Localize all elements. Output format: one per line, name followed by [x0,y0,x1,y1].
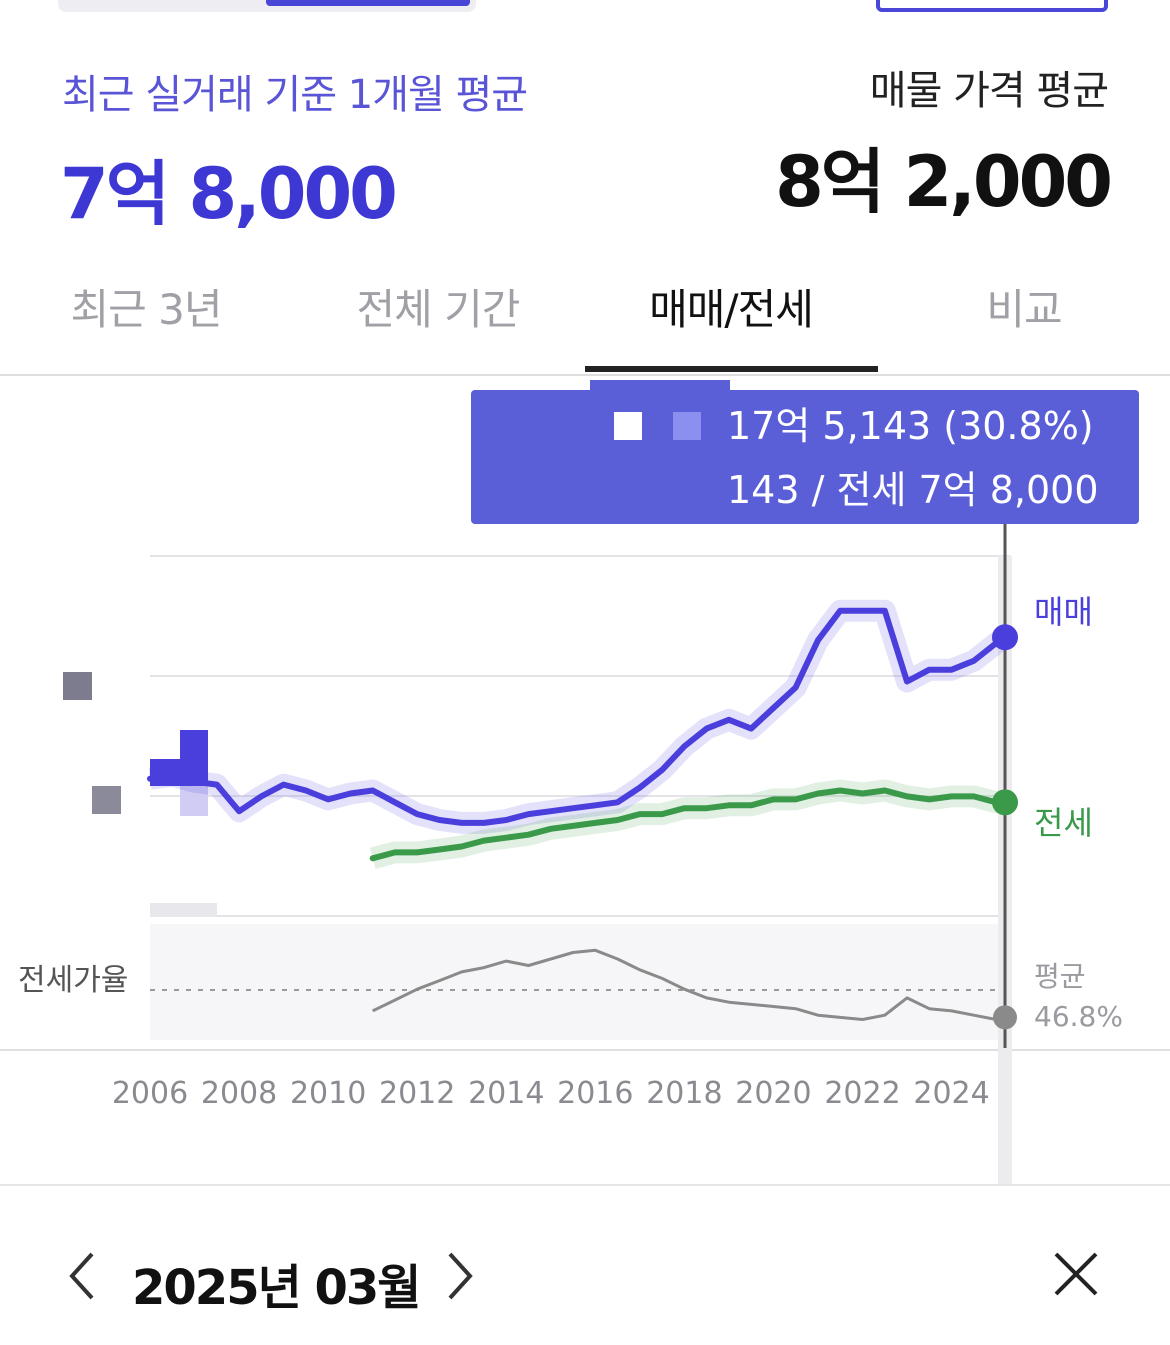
date-navigator: 2025년 03월 [0,1184,1170,1345]
x-tick-label: 2012 [379,1076,455,1111]
ratio-average-value: 46.8% [1034,1000,1123,1033]
x-tick-label: 2018 [646,1076,722,1111]
tooltip-legend-square [614,412,642,440]
close-icon [1054,1252,1098,1296]
axis-marker [150,759,180,786]
x-tick-label: 2006 [112,1076,188,1111]
series-layer [147,599,1018,1030]
top-right-button[interactable] [876,0,1108,12]
jeonse-end-label: 전세 [1034,804,1093,842]
listing-price-value: 8억 2,000 [775,141,1113,223]
active-tab-indicator [585,366,878,372]
ratio-end-point [993,1005,1017,1030]
x-tick-label: 2020 [735,1076,811,1111]
recent-price-label: 최근 실거래 기준 1개월 평균 [62,72,528,118]
recent-price-value: 7억 8,000 [60,153,398,235]
tooltip-legend-square [673,412,701,440]
ratio-average-label: 평균 [1034,960,1086,993]
x-tick-label: 2010 [290,1076,366,1111]
x-tick-label: 2022 [824,1076,900,1111]
axis-marker [150,903,217,917]
x-axis-ticks: 2006 2008 2010 2012 2014 2016 2018 2020 2022 2024 [112,1076,990,1111]
axis-marker [63,672,92,700]
next-month-button[interactable] [440,1246,480,1306]
chart-tabs: 최근 3년 전체 기간 매매/전세 비교 [0,262,1170,376]
x-tick-label: 2016 [557,1076,633,1111]
x-tick-label: 2014 [468,1076,544,1111]
sale-end-point [992,624,1018,651]
grid-lines [150,555,1010,917]
ratio-series-line [372,948,1006,1021]
price-chart[interactable]: 전세가율 평균 46.8% 2006 2008 2010 2012 2014 2016 20… [0,376,1170,1184]
sale-end-label: 매매 [1034,593,1093,631]
x-tick-label: 2024 [913,1076,989,1111]
left-axis-markers [63,672,217,917]
tab-compare[interactable]: 비교 [986,285,1062,334]
chevron-left-icon [69,1252,94,1300]
sale-series-line [147,607,1008,826]
tab-sale-jeonse[interactable]: 매매/전세 [649,285,814,334]
tab-all-period[interactable]: 전체 기간 [356,285,521,334]
chevron-right-icon [448,1252,473,1300]
tooltip-line-2: 143 / 전세 7억 8,000 [727,468,1099,512]
tooltip-tab [590,380,730,390]
prev-month-button[interactable] [62,1246,102,1306]
listing-price-label: 매물 가격 평균 [869,68,1109,114]
axis-marker [92,786,121,814]
tab-recent-3y[interactable]: 최근 3년 [70,285,223,334]
chart-tooltip: 17억 5,143 (30.8%) 143 / 전세 7억 8,000 [471,380,1139,524]
ratio-panel-bg [150,924,1002,1040]
tooltip-line-1: 17억 5,143 (30.8%) [727,404,1094,448]
period-segment-control[interactable] [58,0,476,12]
period-segment-selected[interactable] [266,0,470,6]
jeonse-end-point [992,789,1018,816]
close-button[interactable] [1050,1248,1102,1300]
axis-marker [180,786,208,816]
current-month: 2025년 03월 [132,1260,421,1316]
x-tick-label: 2008 [201,1076,277,1111]
ratio-axis-label: 전세가율 [18,963,128,998]
jeonse-series-line [369,787,1008,862]
